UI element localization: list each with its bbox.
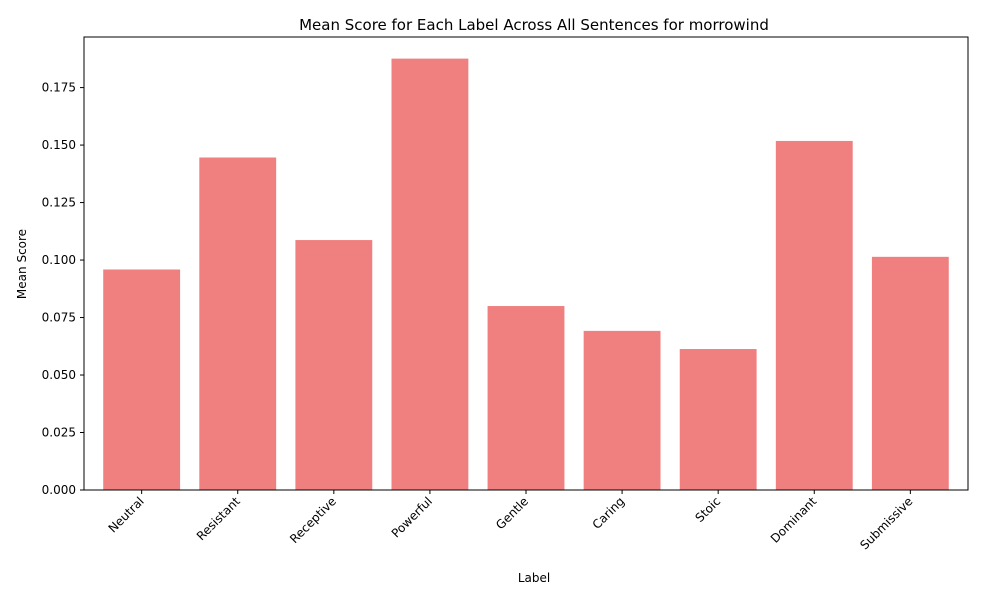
chart-title: Mean Score for Each Label Across All Sen…: [299, 16, 769, 34]
x-tick-label-stoic: Stoic: [692, 494, 723, 525]
plot-frame: [83, 36, 969, 491]
bar-neutral: [103, 269, 181, 490]
x-tick-label-resistant: Resistant: [194, 494, 243, 543]
y-tick-label: 0.100: [42, 253, 76, 267]
y-axis-label: Mean Score: [15, 229, 29, 299]
bar-dominant: [775, 140, 853, 490]
bar-receptive: [295, 240, 373, 490]
bar-powerful: [391, 58, 469, 490]
bar-submissive: [871, 256, 949, 490]
bar-gentle: [487, 306, 565, 490]
x-tick-label-receptive: Receptive: [287, 494, 339, 546]
x-tick-label-powerful: Powerful: [389, 494, 435, 540]
x-axis-ticks: Neutral Resistant Receptive Powerful Gentle C…: [106, 490, 915, 552]
y-tick-label: 0.175: [42, 81, 76, 95]
bar-resistant: [199, 157, 277, 490]
x-tick-label-gentle: Gentle: [493, 494, 531, 532]
x-axis-label: Label: [518, 571, 550, 585]
y-tick-label: 0.025: [42, 426, 76, 440]
y-tick-label: 0.150: [42, 138, 76, 152]
x-tick-label-dominant: Dominant: [768, 494, 820, 546]
bar-stoic: [679, 349, 757, 490]
bar-caring: [583, 330, 661, 490]
y-tick-label: 0.075: [42, 311, 76, 325]
y-tick-label: 0.050: [42, 368, 76, 382]
y-tick-label: 0.000: [42, 483, 76, 497]
y-tick-label: 0.125: [42, 196, 76, 210]
x-tick-label-caring: Caring: [590, 494, 628, 532]
bars-group: [103, 58, 949, 490]
x-tick-label-submissive: Submissive: [857, 494, 915, 552]
x-tick-label-neutral: Neutral: [106, 494, 147, 535]
y-axis-ticks: 0.000 0.025 0.050 0.075 0.100 0.125 0.150 0.175: [42, 81, 84, 497]
